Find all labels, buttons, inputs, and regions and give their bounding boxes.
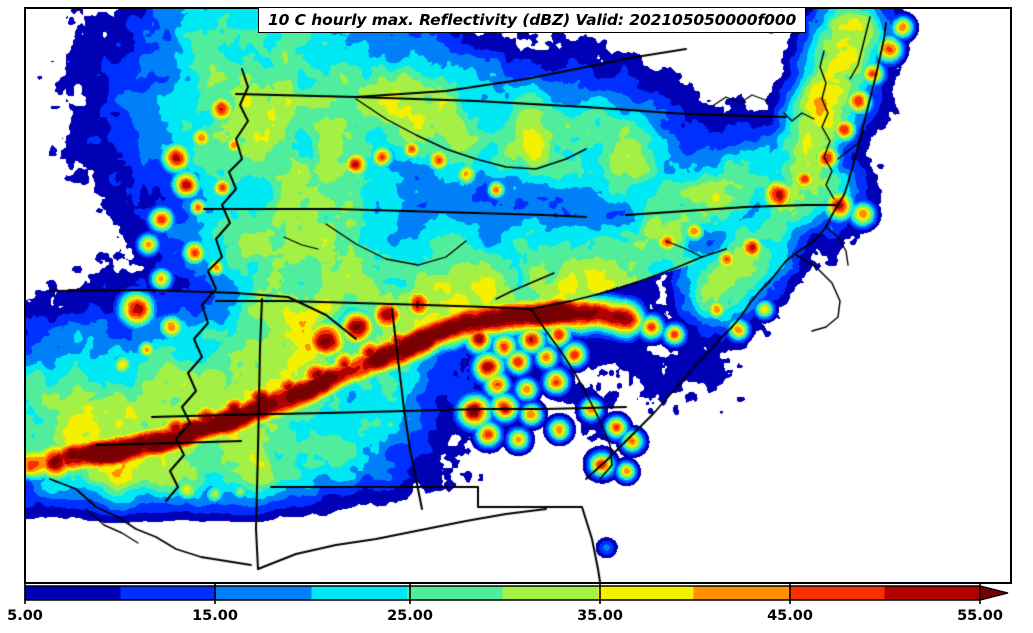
colorbar-extend-arrow [980, 586, 1008, 600]
colorbar: 5.00 15.00 25.00 35.00 45.00 55.00 [0, 584, 1033, 633]
colorbar-tick-label: 25.00 [387, 608, 433, 624]
colorbar-tick-label: 55.00 [957, 608, 1003, 624]
colorbar-band [407, 586, 504, 600]
colorbar-band [693, 586, 790, 600]
colorbar-band [120, 586, 217, 600]
reflectivity-raster [26, 9, 1010, 582]
colorbar-band [311, 586, 408, 600]
colorbar-band [216, 586, 313, 600]
colorbar-band [789, 586, 886, 600]
title-box: 10 C hourly max. Reflectivity (dBZ) Vali… [258, 7, 807, 33]
colorbar-band [502, 586, 599, 600]
page-title: 10 C hourly max. Reflectivity (dBZ) Vali… [268, 11, 797, 29]
colorbar-band [25, 586, 122, 600]
colorbar-band [598, 586, 695, 600]
colorbar-band [884, 586, 981, 600]
colorbar-tick-label: 35.00 [577, 608, 623, 624]
colorbar-tick-label: 15.00 [192, 608, 238, 624]
colorbar-tick-label: 45.00 [767, 608, 813, 624]
colorbar-tick-label: 5.00 [7, 608, 43, 624]
map-panel [24, 7, 1012, 584]
colorbar-svg: 5.00 15.00 25.00 35.00 45.00 55.00 [7, 584, 1009, 624]
